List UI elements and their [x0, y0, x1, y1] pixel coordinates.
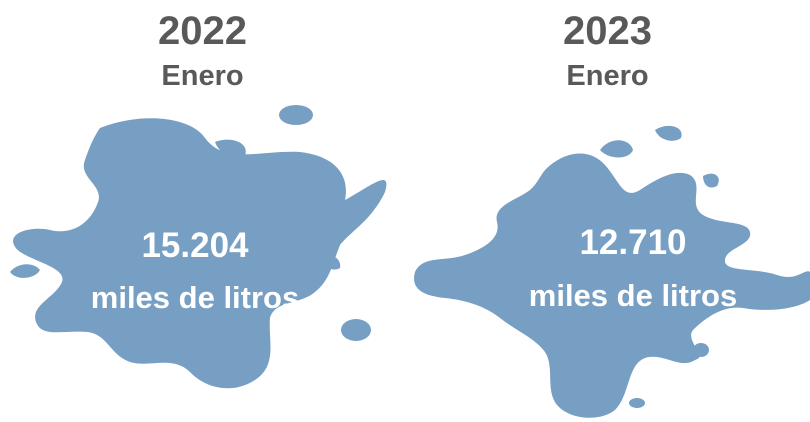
- consumption-unit: miles de litros: [90, 280, 300, 315]
- panel-2023: 2023 Enero 12.710 miles de litros: [405, 0, 810, 422]
- water-splash-2022: [10, 105, 387, 389]
- panel-2022: 2022 Enero 15.204 miles de litros: [10, 9, 387, 389]
- consumption-value: 12.710: [579, 223, 687, 262]
- water-splash-2023: [414, 125, 810, 418]
- consumption-unit: miles de litros: [528, 278, 738, 313]
- consumption-value: 15.204: [141, 226, 249, 265]
- month-label: Enero: [566, 60, 649, 92]
- year-label: 2022: [158, 9, 247, 53]
- month-label: Enero: [161, 60, 244, 92]
- year-label: 2023: [563, 9, 652, 53]
